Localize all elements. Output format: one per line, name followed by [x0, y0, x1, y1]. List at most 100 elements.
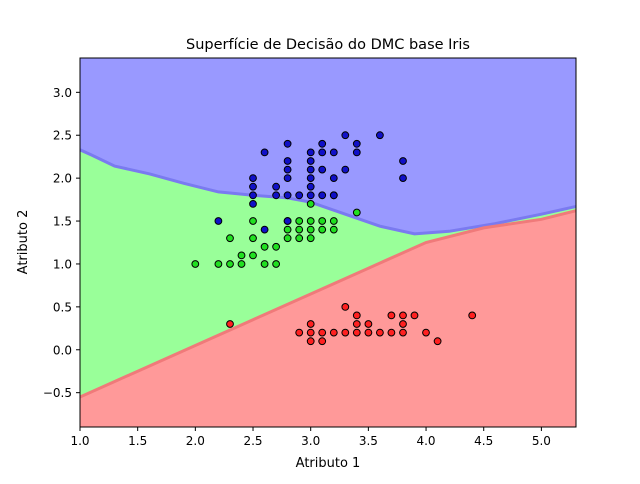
- point-red: [295, 328, 304, 337]
- point-blue: [341, 131, 350, 140]
- point-red: [318, 337, 327, 346]
- y-tick-label: 0.0: [53, 343, 72, 357]
- y-tick-label: −0.5: [43, 386, 72, 400]
- data-points: [191, 131, 477, 346]
- boundary-blue-green: [80, 148, 576, 236]
- x-tick-label: 3.0: [301, 434, 320, 448]
- y-tick-label: 0.5: [53, 300, 72, 314]
- point-blue: [249, 182, 257, 191]
- chart-title: Superfície de Decisão do DMC base Iris: [186, 37, 470, 53]
- x-tick-label: 4.5: [474, 434, 493, 448]
- point-red: [226, 320, 234, 328]
- y-tick-label: 3.0: [53, 86, 72, 100]
- point-blue: [306, 174, 315, 183]
- boundary-green-red: [80, 209, 576, 399]
- point-red: [399, 328, 407, 337]
- point-green: [191, 260, 200, 268]
- point-green: [306, 225, 315, 234]
- point-blue: [329, 174, 338, 183]
- point-red: [352, 311, 361, 320]
- point-green: [226, 234, 234, 243]
- point-blue: [376, 131, 384, 140]
- y-tick-label: 1.0: [53, 257, 72, 271]
- point-red: [468, 311, 477, 320]
- point-blue: [283, 191, 292, 200]
- point-red: [387, 311, 396, 320]
- point-red: [352, 328, 361, 337]
- point-red: [341, 303, 350, 311]
- x-tick-label: 1.5: [128, 434, 147, 448]
- point-red: [329, 328, 338, 337]
- point-red: [387, 328, 396, 337]
- point-blue: [306, 191, 315, 200]
- x-tick-label: 3.5: [359, 434, 378, 448]
- point-green: [306, 217, 315, 225]
- decision-regions: [80, 58, 576, 427]
- x-tick-label: 5.0: [532, 434, 551, 448]
- point-blue: [260, 148, 269, 157]
- point-blue: [329, 148, 338, 157]
- plot-frame: [79, 57, 577, 428]
- point-red: [352, 320, 361, 328]
- point-green: [295, 217, 304, 225]
- point-green: [295, 225, 304, 234]
- point-green: [249, 251, 257, 260]
- point-red: [410, 311, 419, 320]
- point-red: [399, 320, 407, 328]
- point-blue: [295, 191, 304, 200]
- point-red: [422, 328, 430, 337]
- point-red: [364, 320, 373, 328]
- point-green: [306, 234, 315, 243]
- point-red: [306, 328, 315, 337]
- x-axis-label: Atributo 1: [296, 456, 361, 471]
- point-blue: [283, 139, 292, 148]
- y-tick-label: 1.5: [53, 215, 72, 229]
- point-blue: [399, 157, 407, 165]
- point-red: [306, 337, 315, 346]
- point-red: [399, 311, 407, 320]
- point-green: [283, 234, 292, 243]
- point-red: [433, 337, 442, 346]
- y-tick-label: 2.0: [53, 172, 72, 186]
- point-blue: [306, 182, 315, 191]
- point-blue: [283, 165, 292, 174]
- point-blue: [352, 139, 361, 148]
- x-tick-label: 1.0: [70, 434, 89, 448]
- point-green: [318, 225, 327, 234]
- point-green: [237, 260, 246, 268]
- point-blue: [352, 148, 361, 157]
- point-green: [272, 260, 281, 268]
- point-blue: [318, 148, 327, 157]
- point-green: [226, 260, 234, 268]
- point-red: [376, 328, 384, 337]
- point-green: [249, 217, 257, 225]
- point-green: [249, 234, 257, 243]
- point-blue: [318, 139, 327, 148]
- point-green: [329, 225, 338, 234]
- point-green: [260, 260, 269, 268]
- point-blue: [318, 165, 327, 174]
- region-blue: [80, 58, 576, 234]
- point-blue: [306, 165, 315, 174]
- point-green: [237, 251, 246, 260]
- point-red: [341, 328, 350, 337]
- point-blue: [341, 165, 350, 174]
- x-tick-label: 4.0: [416, 434, 435, 448]
- y-axis: −0.5 0.0 0.5 1.0 1.5 2.0 2.5 3.0: [43, 86, 80, 400]
- point-blue: [283, 217, 292, 225]
- x-tick-label: 2.5: [243, 434, 262, 448]
- point-blue: [272, 191, 281, 200]
- point-red: [364, 328, 373, 337]
- point-blue: [283, 174, 292, 183]
- point-blue: [249, 174, 257, 183]
- point-red: [306, 320, 315, 328]
- point-green: [329, 217, 338, 225]
- point-blue: [283, 157, 292, 165]
- point-red: [318, 328, 327, 337]
- point-blue: [306, 148, 315, 157]
- point-blue: [260, 225, 269, 234]
- point-green: [260, 242, 269, 251]
- y-axis-label: Atributo 2: [16, 210, 31, 275]
